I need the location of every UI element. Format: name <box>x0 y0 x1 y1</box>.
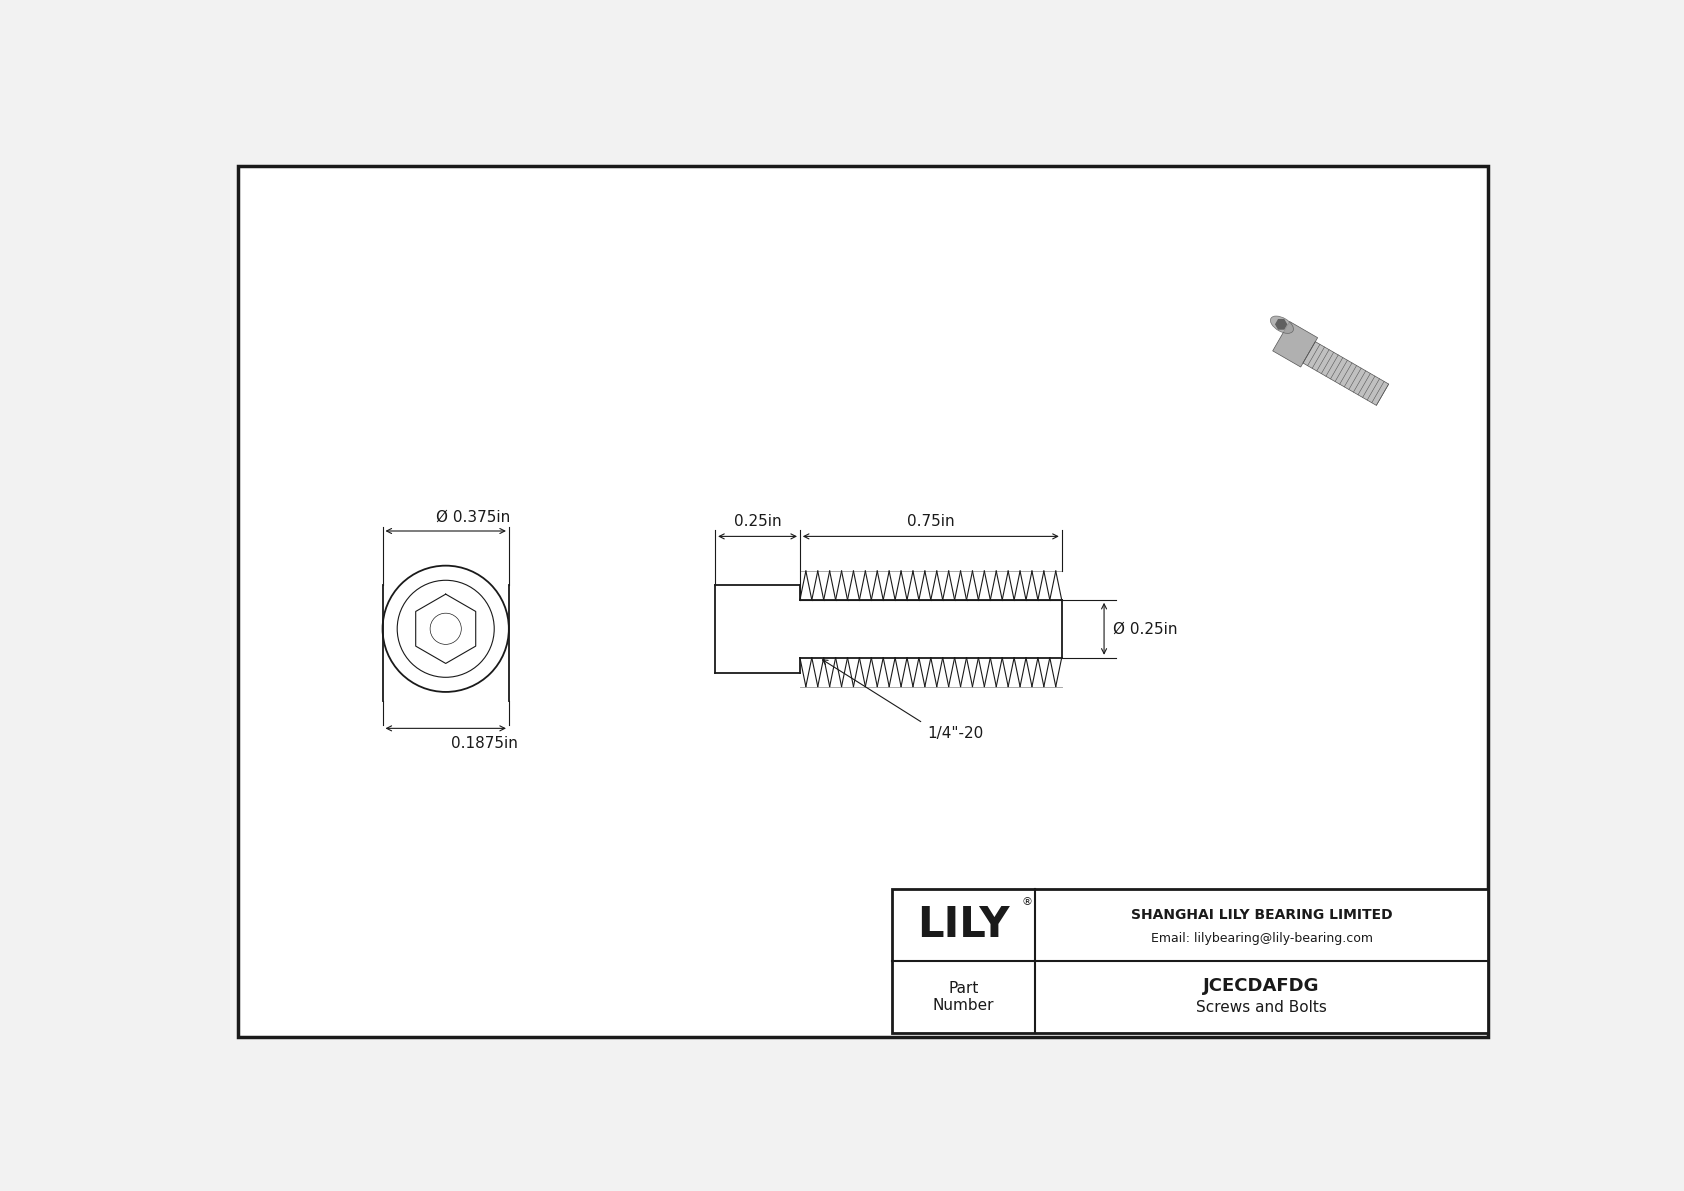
Polygon shape <box>1276 319 1287 329</box>
Text: 0.75in: 0.75in <box>908 513 955 529</box>
Text: Email: lilybearing@lily-bearing.com: Email: lilybearing@lily-bearing.com <box>1150 931 1372 944</box>
Text: SHANGHAI LILY BEARING LIMITED: SHANGHAI LILY BEARING LIMITED <box>1130 908 1393 922</box>
Text: 0.25in: 0.25in <box>734 513 781 529</box>
Text: Ø 0.375in: Ø 0.375in <box>436 510 510 525</box>
Polygon shape <box>1303 342 1389 405</box>
Ellipse shape <box>1270 316 1293 333</box>
Text: 1/4"-20: 1/4"-20 <box>926 727 983 741</box>
Text: 0.1875in: 0.1875in <box>451 736 517 752</box>
Text: ®: ® <box>1021 897 1032 908</box>
Bar <box>893 888 1489 1033</box>
Text: Screws and Bolts: Screws and Bolts <box>1196 1000 1327 1015</box>
Text: Part
Number: Part Number <box>933 981 994 1014</box>
Text: LILY: LILY <box>918 904 1010 946</box>
Text: JCECDAFDG: JCECDAFDG <box>1204 978 1320 996</box>
Text: Ø 0.25in: Ø 0.25in <box>1113 622 1177 636</box>
Polygon shape <box>1273 322 1317 367</box>
